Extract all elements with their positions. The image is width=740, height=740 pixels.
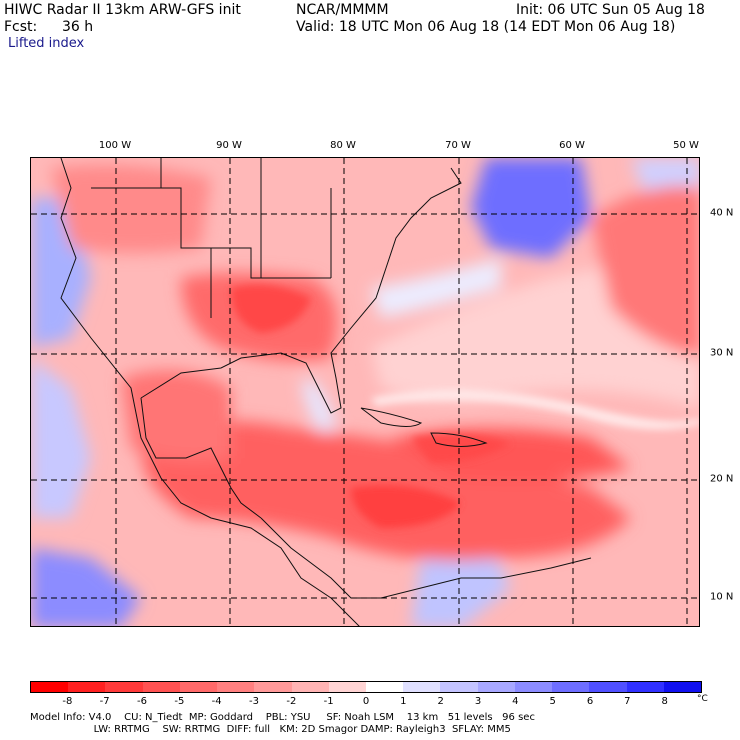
colorbar-cell [68, 682, 106, 692]
state-borders [91, 187, 331, 279]
colorbar-unit: °C [697, 694, 708, 704]
field-positive-atlantic [471, 158, 591, 258]
colorbar-tick-label: -6 [137, 696, 147, 707]
valid-time: Valid: 18 UTC Mon 06 Aug 18 (14 EDT Mon … [296, 19, 676, 35]
colorbar-tick-label: 6 [586, 696, 594, 707]
coastlines [60, 158, 592, 626]
colorbar-tick-label: 8 [661, 696, 668, 707]
colorbar-cell [142, 682, 180, 692]
colorbar-cell [328, 682, 366, 692]
model-info-line-1: Model Info: V4.0 CU: N_Tiedt MP: Goddard… [30, 712, 535, 723]
lat-lon-grid [31, 158, 699, 626]
colorbar-cell [31, 682, 69, 692]
colorbar-tick-label: -1 [323, 696, 334, 707]
latitude-label: 10 N [710, 591, 734, 603]
field-core-southeast [231, 284, 311, 333]
model-title: HIWC Radar II 13km ARW-GFS init [4, 2, 241, 18]
colorbar-cell [254, 682, 292, 692]
longitude-label: 100 W [98, 140, 132, 151]
field-positive-south [411, 548, 511, 626]
colorbar-tick-label: 3 [474, 696, 482, 707]
colorbar-cell [552, 682, 590, 692]
field-neutral-band [371, 258, 501, 318]
field-unstable-east [591, 186, 699, 358]
field-positive-pacific [31, 548, 141, 626]
cuba-outline [360, 407, 423, 427]
colorbar-tick-label: -4 [211, 696, 222, 707]
colorbar-cell [291, 682, 329, 692]
colorbar-cell [440, 682, 478, 692]
colorbar-tick-label: -2 [286, 696, 297, 707]
colorbar-cell [403, 682, 441, 692]
lifted-index-map [30, 157, 700, 627]
latitude-label: 30 N [710, 347, 734, 359]
organization-label: NCAR/MMMM [296, 2, 389, 18]
colorbar-cell [589, 682, 627, 692]
field-name: Lifted index [8, 36, 85, 51]
state-borders-vertical [160, 158, 332, 318]
colorbar-tick-label: -5 [174, 696, 185, 707]
colorbar-tick-label: -7 [99, 696, 110, 707]
colorbar-cell [217, 682, 255, 692]
init-time: Init: 06 UTC Sun 05 Aug 18 [516, 2, 705, 18]
field-unstable-gulf [121, 370, 231, 462]
colorbar-cell [626, 682, 664, 692]
field-dry-streak [371, 390, 699, 430]
colorbar-tick-label: 2 [437, 696, 444, 707]
field-unstable-plains [51, 164, 211, 253]
map-canvas [31, 158, 699, 626]
colorbar-cell [179, 682, 218, 692]
colorbar-cell [514, 682, 553, 692]
latitude-label: 20 N [710, 473, 734, 485]
longitude-label: 70 W [445, 140, 471, 151]
longitude-label: 80 W [330, 140, 356, 151]
mexico-gulf-coast [140, 397, 262, 519]
model-info-line-2: LW: RRTMG SW: RRTMG DIFF: full KM: 2D Sm… [30, 724, 511, 735]
field-florida-neutral [301, 378, 336, 438]
colorbar-tick-label: -8 [62, 696, 73, 707]
forecast-hour: 36 h [62, 19, 94, 35]
field-core-hispaniola [411, 434, 511, 463]
hispaniola-outline [430, 432, 488, 447]
us-gulf-atlantic-coast [140, 167, 462, 414]
colorbar-cell [105, 682, 143, 692]
colorbar [30, 681, 702, 693]
longitude-label: 60 W [559, 140, 585, 151]
mexico-pacific-coast [60, 158, 360, 626]
south-america-coast [260, 517, 592, 599]
forecast-label: Fcst: [4, 19, 38, 35]
colorbar-tick-label: 1 [400, 696, 407, 707]
longitude-label: 90 W [216, 140, 242, 151]
field-positive-southwest [31, 358, 91, 518]
colorbar-tick-label: -3 [249, 696, 259, 707]
colorbar-tick-label: 7 [624, 696, 631, 707]
colorbar-tick-label: 5 [549, 696, 556, 707]
longitude-label: 50 W [673, 140, 699, 151]
colorbar-cell [663, 682, 701, 692]
field-core-caribbean [351, 485, 461, 528]
colorbar-cell [365, 682, 404, 692]
colorbar-tick-label: 4 [512, 696, 519, 707]
colorbar-cell [477, 682, 515, 692]
colorbar-tick-label: 0 [362, 696, 370, 707]
latitude-label: 40 N [710, 207, 734, 219]
